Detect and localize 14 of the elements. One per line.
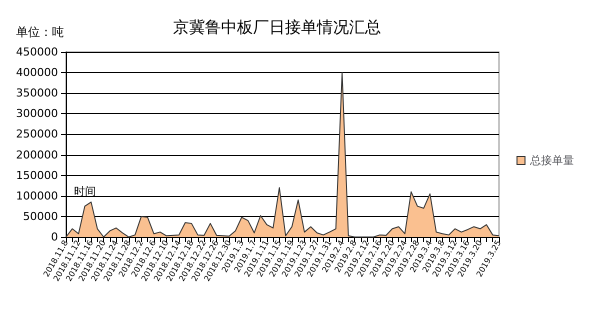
y-tick-label: 450000 <box>16 46 58 58</box>
y-tick-label: 150000 <box>16 168 58 182</box>
y-tick-label: 250000 <box>16 128 58 141</box>
chart-title: 京冀鲁中板厂日接单情况汇总 <box>173 18 381 36</box>
y-tick-label: 200000 <box>16 148 58 162</box>
x-axis-title: 时间 <box>74 185 96 198</box>
y-tick-label: 50000 <box>23 210 58 223</box>
y-tick-label: 100000 <box>16 189 58 202</box>
y-tick-label: 0 <box>51 230 58 244</box>
y-axis-title: 单位：吨 <box>16 25 64 39</box>
legend-label: 总接单量 <box>529 154 574 167</box>
y-tick-label: 400000 <box>16 66 58 80</box>
y-tick-label: 350000 <box>16 86 58 100</box>
y-tick-label: 300000 <box>16 107 58 120</box>
